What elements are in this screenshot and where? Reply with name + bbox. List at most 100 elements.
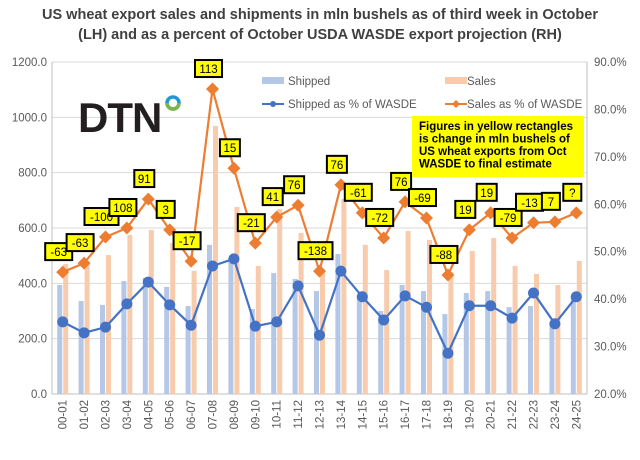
- legend-label-sales: Sales: [467, 76, 496, 88]
- bar-sales: [469, 250, 475, 394]
- change-label: -21: [243, 218, 260, 230]
- change-label-box: [562, 182, 583, 202]
- marker-shipped-pct: [164, 299, 176, 311]
- bar-shipped: [78, 301, 84, 394]
- change-label: 19: [459, 205, 472, 217]
- marker-sales-pct: [184, 254, 198, 268]
- marker-sales-pct: [313, 264, 326, 278]
- marker-shipped-pct: [228, 253, 240, 265]
- marker-shipped-pct: [378, 314, 390, 326]
- marker-shipped-pct: [356, 291, 368, 303]
- change-label-box: [261, 187, 284, 207]
- change-label: -72: [371, 213, 388, 225]
- bar-shipped: [271, 273, 277, 394]
- marker-sales-pct: [377, 231, 391, 245]
- chart-title-line: US wheat export sales and shipments in m…: [42, 7, 598, 23]
- marker-shipped-pct: [292, 280, 304, 292]
- bar-shipped: [528, 306, 533, 394]
- bar-sales: [427, 239, 432, 394]
- legend-marker-sales-pct: [452, 100, 460, 108]
- marker-shipped-pct: [57, 316, 69, 328]
- annotation-box: [412, 116, 584, 177]
- x-tick-label: 07-08: [208, 400, 220, 429]
- legend-label-shipped: Shipped: [288, 76, 330, 88]
- bar-shipped: [207, 244, 212, 394]
- y-left-tick-label: 800.0: [18, 168, 47, 180]
- change-label-box: [218, 138, 241, 158]
- x-tick-label: 20-21: [486, 400, 498, 429]
- marker-sales-pct: [505, 231, 519, 245]
- legend-swatch-sales: [445, 77, 467, 84]
- change-label: 7: [548, 197, 554, 209]
- bar-shipped: [314, 291, 319, 394]
- y-left-tick-label: 200.0: [18, 334, 47, 346]
- marker-shipped-pct: [121, 298, 133, 310]
- bar-shipped: [485, 291, 491, 394]
- bar-shipped: [164, 286, 170, 394]
- bar-shipped: [228, 258, 234, 394]
- chart-title-line: (LH) and as a percent of October USDA WA…: [78, 27, 562, 43]
- y-right-tick-label: 50.0%: [594, 247, 627, 259]
- bar-sales: [148, 229, 154, 394]
- change-label: 76: [288, 180, 301, 192]
- x-tick-label: 22-23: [529, 400, 541, 429]
- change-label: 108: [113, 203, 132, 215]
- bar-shipped: [121, 281, 127, 394]
- bar-shipped: [356, 295, 362, 394]
- marker-sales-pct: [56, 265, 70, 279]
- x-tick-label: 08-09: [229, 400, 241, 429]
- marker-sales-pct: [291, 198, 305, 212]
- marker-shipped-pct: [528, 287, 539, 299]
- annotation-text: is change in mln bushels of: [419, 134, 570, 146]
- x-tick-label: 05-06: [165, 400, 177, 429]
- y-left-tick-label: 0.0: [31, 389, 47, 401]
- marker-sales-pct: [227, 161, 241, 175]
- x-tick-label: 23-24: [550, 399, 562, 429]
- marker-sales-pct: [141, 192, 155, 206]
- bar-sales: [362, 244, 368, 394]
- bar-sales: [555, 284, 561, 394]
- change-label-box: [325, 154, 348, 174]
- change-label-box: [297, 241, 334, 261]
- bar-shipped: [463, 293, 469, 394]
- marker-shipped-pct: [249, 320, 261, 332]
- y-right-tick-label: 40.0%: [594, 294, 627, 306]
- marker-shipped-pct: [78, 327, 90, 339]
- x-tick-label: 04-05: [143, 400, 155, 429]
- y-right-tick-label: 60.0%: [594, 199, 627, 211]
- change-label: -63: [72, 238, 89, 250]
- marker-shipped-pct: [485, 300, 497, 312]
- marker-shipped-pct: [207, 260, 218, 272]
- y-right-tick-label: 70.0%: [594, 152, 627, 164]
- marker-shipped-pct: [271, 316, 283, 328]
- dtn-logo-arc-icon: [165, 102, 181, 111]
- marker-shipped-pct: [399, 290, 411, 302]
- change-label: 76: [331, 160, 344, 172]
- x-tick-label: 21-22: [507, 400, 519, 429]
- change-label: -79: [500, 213, 517, 225]
- bar-shipped: [421, 291, 426, 394]
- dtn-logo-text: DTN: [78, 94, 161, 141]
- marker-shipped-pct: [506, 312, 518, 324]
- bar-shipped: [249, 309, 255, 394]
- bar-sales: [213, 125, 218, 394]
- marker-sales-pct: [206, 82, 219, 96]
- marker-shipped-pct: [570, 291, 582, 303]
- legend-swatch-shipped: [262, 77, 284, 84]
- y-right-tick-label: 20.0%: [594, 389, 627, 401]
- marker-shipped-pct: [100, 321, 111, 333]
- bar-shipped: [549, 322, 555, 394]
- change-label: -63: [50, 247, 67, 259]
- change-label: ?: [569, 188, 575, 200]
- marker-shipped-pct: [549, 318, 561, 330]
- bar-sales: [127, 234, 133, 394]
- change-label: -88: [436, 250, 453, 262]
- change-label-box: [172, 231, 202, 251]
- change-label-box: [475, 182, 498, 202]
- bar-sales: [405, 231, 411, 394]
- y-left-tick-label: 1000.0: [12, 112, 47, 124]
- bar-shipped: [185, 306, 191, 394]
- dtn-logo: DTN: [78, 94, 181, 141]
- change-label: 91: [138, 174, 151, 186]
